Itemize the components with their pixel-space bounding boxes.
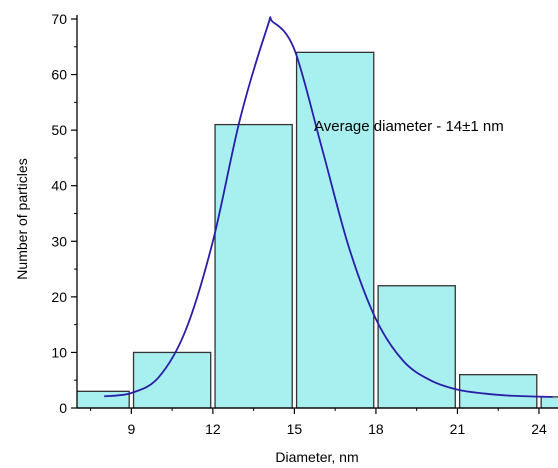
histogram-bar-3 — [214, 123, 293, 409]
y-tick-label: 50 — [51, 122, 67, 138]
average-diameter-annotation: Average diameter - 14±1 nm — [314, 118, 504, 135]
x-tick-label: 21 — [450, 421, 466, 437]
x-tick-label: 18 — [368, 421, 384, 437]
x-tick-label: 24 — [531, 421, 547, 437]
y-tick-label: 40 — [51, 178, 67, 194]
axes-group — [76, 15, 558, 409]
histogram-bar-4 — [295, 51, 375, 409]
x-tick-label: 15 — [287, 421, 303, 437]
y-tick-label: 70 — [51, 11, 67, 27]
distribution-fit-curve — [104, 16, 553, 398]
y-tick-label: 10 — [51, 344, 67, 360]
histogram-bar-7 — [540, 396, 558, 409]
y-tick-label: 60 — [51, 67, 67, 83]
x-axis-title: Diameter, nm — [275, 449, 358, 465]
y-axis-title: Number of particles — [14, 158, 30, 279]
histogram-bar-5 — [377, 285, 456, 409]
histogram-bar-2 — [132, 351, 212, 409]
y-tick-label: 0 — [59, 400, 67, 416]
ticks-group: 0 10 20 30 40 50 60 70 9 12 15 18 21 24 — [51, 11, 547, 437]
x-tick-label: 12 — [205, 421, 221, 437]
y-tick-label: 20 — [51, 289, 67, 305]
x-tick-label: 9 — [127, 421, 135, 437]
y-tick-label: 30 — [51, 233, 67, 249]
